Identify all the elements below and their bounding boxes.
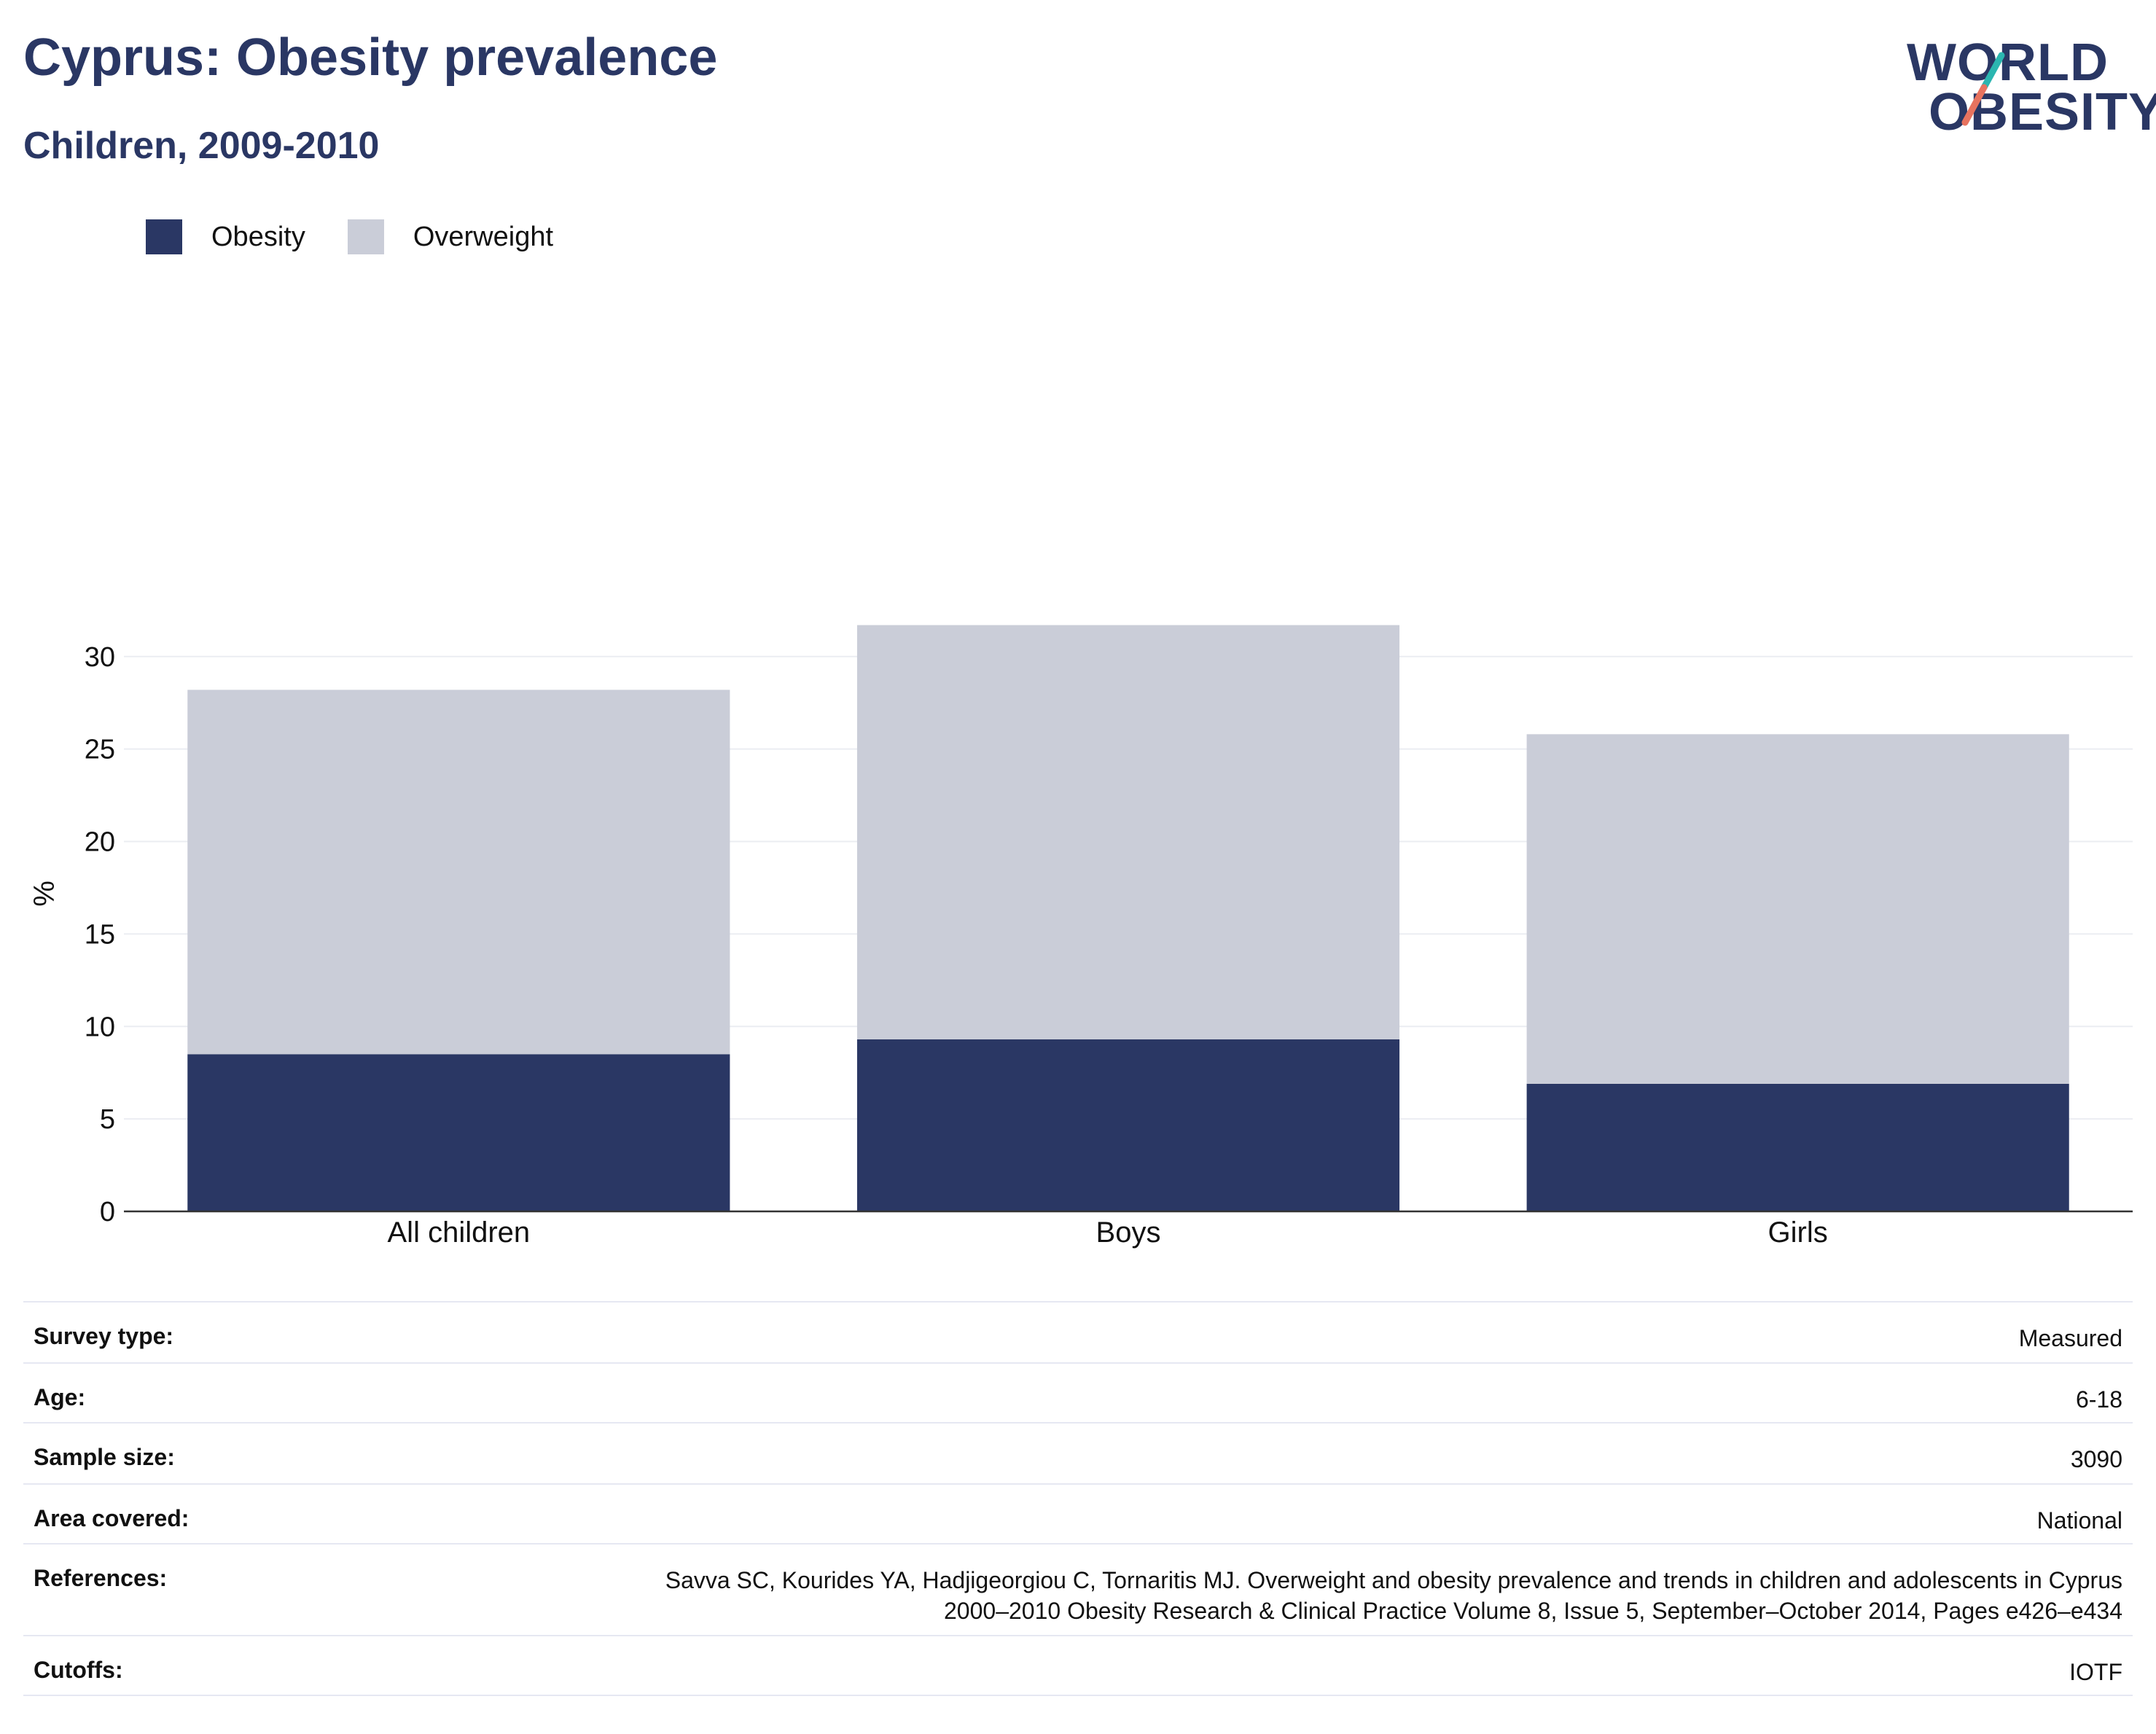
y-tick-label: 25 [85, 735, 115, 765]
survey-info-table: Survey type: Measured Age: 6-18 Sample size:… [23, 1301, 2133, 1696]
info-label: Age: [34, 1384, 86, 1410]
legend-item-overweight[interactable]: Overweight [347, 219, 554, 254]
bar-obesity [187, 1054, 730, 1211]
logo-text-world: WORLD [1907, 34, 2109, 92]
bar-obesity [1526, 1083, 2069, 1211]
y-tick-label: 10 [85, 1012, 115, 1042]
legend-swatch-overweight [347, 219, 384, 254]
info-label: Survey type: [34, 1323, 174, 1349]
bar-overweight [1526, 734, 2069, 1084]
bar-overweight [187, 690, 730, 1055]
legend-swatch-obesity [146, 219, 182, 254]
info-row: Area covered: National [23, 1483, 2133, 1543]
world-obesity-logo: WORLD OBESITY [1895, 29, 2156, 160]
bar-overweight [856, 625, 1400, 1040]
info-value: IOTF [2069, 1659, 2122, 1685]
logo-slash-icon [1961, 52, 2005, 126]
info-row: Survey type: Measured [23, 1301, 2133, 1362]
logo-text-obesity: OBESITY [1929, 83, 2156, 141]
info-row: Age: 6-18 [23, 1362, 2133, 1422]
y-tick-label: 15 [85, 919, 115, 950]
info-row: References: Savva SC, Kourides YA, Hadjig… [23, 1543, 2133, 1635]
chart-legend: Obesity Overweight [146, 219, 595, 255]
info-value: 6-18 [2075, 1386, 2122, 1413]
y-tick-label: 0 [100, 1197, 115, 1227]
bar-obesity [856, 1039, 1400, 1211]
info-value: 3090 [2070, 1446, 2122, 1472]
y-tick-label: 30 [85, 642, 115, 673]
y-tick-label: 5 [100, 1104, 115, 1135]
legend-label-obesity: Obesity [211, 221, 305, 252]
stacked-bar-chart: 0 5 10 15 20 25 30% All children Boys Girls [28, 625, 2133, 1249]
x-tick-label: Girls [1768, 1216, 1828, 1249]
legend-label-overweight: Overweight [413, 221, 554, 252]
info-value: Measured [2018, 1325, 2122, 1351]
info-row: Sample size: 3090 [23, 1422, 2133, 1483]
x-tick-label: Boys [1096, 1216, 1161, 1249]
chart-title: Cyprus: Obesity prevalence [23, 28, 718, 87]
info-label: Cutoffs: [34, 1657, 123, 1683]
info-label: Sample size: [34, 1444, 175, 1470]
info-row: Cutoffs: IOTF [23, 1635, 2133, 1696]
x-tick-label: All children [388, 1216, 531, 1249]
y-tick-label: 20 [85, 827, 115, 858]
info-value: Savva SC, Kourides YA, Hadjigeorgiou C, … [665, 1567, 2122, 1624]
info-label: References: [34, 1565, 168, 1591]
info-label: Area covered: [34, 1505, 190, 1531]
chart-subtitle: Children, 2009-2010 [23, 125, 380, 167]
legend-item-obesity[interactable]: Obesity [146, 219, 305, 254]
y-axis-label: % [28, 880, 60, 907]
info-value: National [2036, 1507, 2122, 1534]
